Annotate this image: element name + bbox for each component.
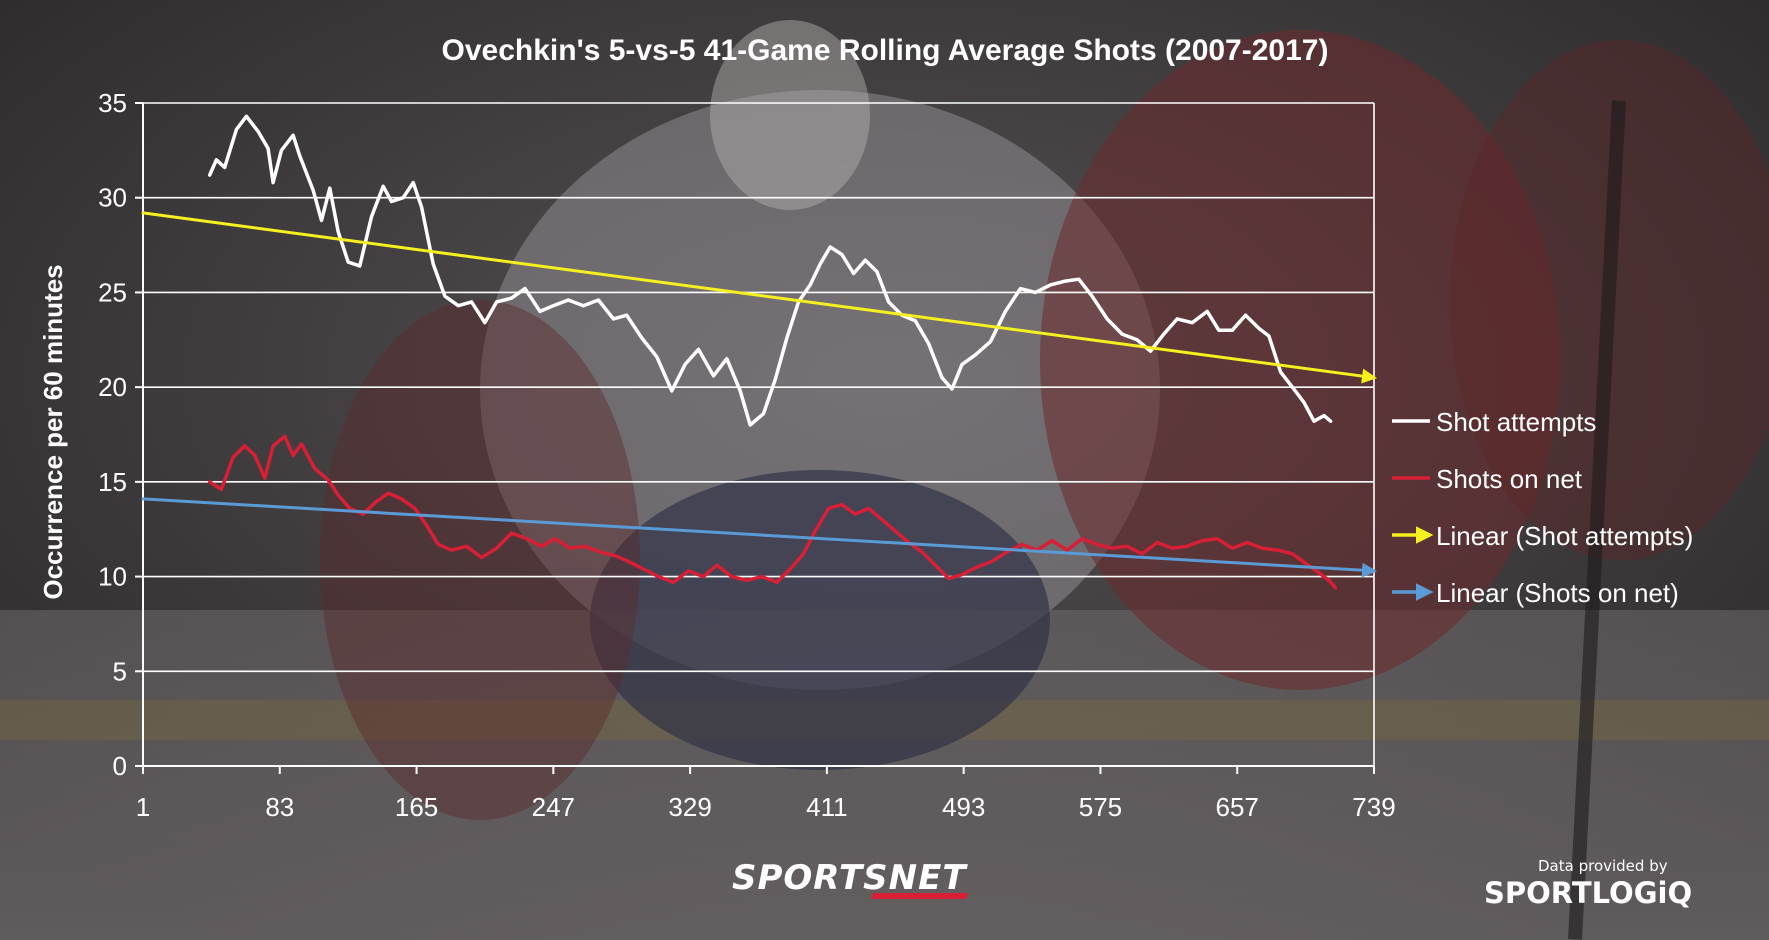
x-tick-label-739: 739 [1352, 792, 1395, 822]
legend-label-linear-shots-on-net: Linear (Shots on net) [1436, 578, 1679, 608]
series-line-linear-shot-attempts [141, 211, 1377, 384]
y-tick-label-0: 0 [113, 751, 127, 781]
x-tick-label-165: 165 [395, 792, 438, 822]
x-tick-label-493: 493 [942, 792, 985, 822]
sportsnet-logo: SPORTSNET [732, 858, 967, 898]
x-tick-label-1: 1 [136, 792, 150, 822]
y-axis-label: Occurrence per 60 minutes [38, 264, 68, 599]
y-tick-label-5: 5 [113, 656, 127, 686]
x-tick-label-657: 657 [1216, 792, 1259, 822]
y-tick-label-30: 30 [98, 183, 127, 213]
x-tick-label-575: 575 [1079, 792, 1122, 822]
data-credit-line: Data provided by [1538, 857, 1668, 875]
series-line-shot-attempts [207, 114, 1333, 427]
series-lines [141, 114, 1377, 590]
data-credit-text: Data provided by [1538, 857, 1668, 875]
x-axis-tick-labels: 1 83 165 247 329 411 493 575 657 739 [136, 766, 1396, 822]
legend: Shot attempts Shots on net Linear (Shot at… [1392, 407, 1693, 608]
x-tick-label-247: 247 [532, 792, 575, 822]
y-tick-label-25: 25 [98, 277, 127, 307]
x-tick-label-411: 411 [806, 792, 847, 822]
sportlogiq-logo: SPORTLOGiQ [1484, 876, 1692, 910]
sportlogiq-logo-text: SPORTLOGiQ [1484, 876, 1693, 910]
y-tick-label-15: 15 [98, 467, 127, 497]
legend-label-shot-attempts: Shot attempts [1436, 407, 1596, 437]
y-tick-label-35: 35 [98, 88, 127, 118]
series-line-linear-shots-on-net [141, 497, 1377, 578]
legend-label-linear-shot-attempts: Linear (Shot attempts) [1436, 521, 1693, 551]
y-tick-label-20: 20 [98, 372, 127, 402]
y-tick-label-10: 10 [98, 562, 127, 592]
sportsnet-logo-text: SPORTSNET [732, 858, 967, 898]
y-axis-tick-labels: 0 5 10 15 20 25 30 35 [98, 88, 143, 781]
legend-label-shots-on-net: Shots on net [1436, 464, 1583, 494]
chart-title: Ovechkin's 5-vs-5 41-Game Rolling Averag… [442, 34, 1329, 67]
x-tick-label-329: 329 [668, 792, 711, 822]
sportsnet-logo-stripe [870, 893, 969, 899]
x-tick-label-83: 83 [265, 792, 294, 822]
gridlines [143, 102, 1374, 673]
